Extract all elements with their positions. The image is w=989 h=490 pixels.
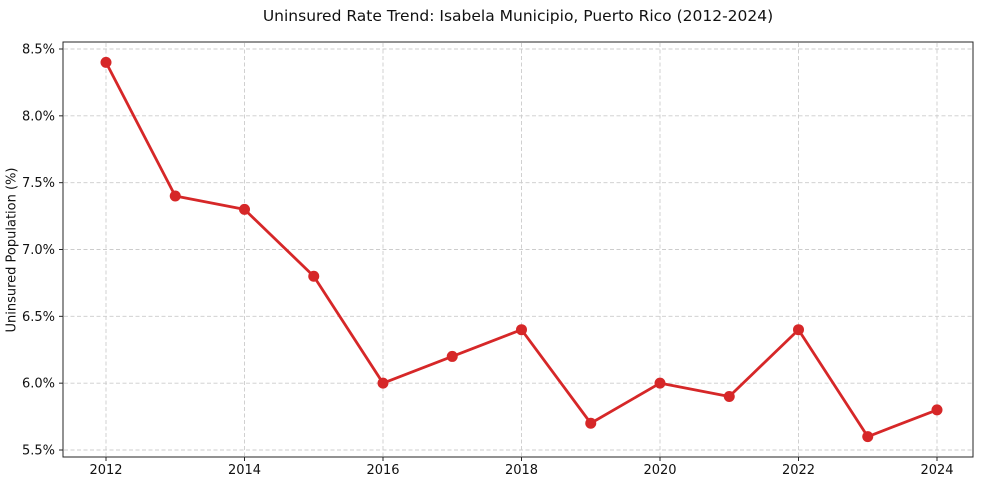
- x-tick-label: 2016: [366, 463, 399, 478]
- data-point-marker: [723, 391, 735, 403]
- data-point-marker: [446, 350, 458, 362]
- y-tick-label: 7.5%: [22, 176, 55, 191]
- x-tick-label: 2018: [505, 463, 538, 478]
- data-point-marker: [377, 377, 389, 389]
- data-point-marker: [239, 203, 250, 215]
- x-tick-label: 2024: [920, 463, 953, 478]
- y-tick-label: 8.5%: [22, 43, 55, 58]
- y-tick-label: 5.5%: [22, 444, 55, 459]
- data-point-marker: [931, 404, 943, 416]
- x-tick-label: 2020: [643, 463, 676, 478]
- data-point-marker: [308, 270, 320, 282]
- x-tick-label: 2012: [89, 463, 122, 478]
- y-tick-label: 6.0%: [22, 377, 55, 392]
- x-tick-label: 2022: [782, 463, 815, 478]
- data-point-marker: [654, 377, 666, 389]
- data-point-marker: [862, 431, 874, 443]
- data-point-marker: [585, 417, 597, 429]
- y-tick-label: 6.5%: [22, 310, 55, 325]
- plot-border: [62, 41, 974, 458]
- chart-title: Uninsured Rate Trend: Isabela Municipio,…: [262, 7, 774, 25]
- data-point-marker: [516, 324, 527, 336]
- data-point-marker: [100, 56, 112, 68]
- data-point-marker: [793, 324, 804, 336]
- y-tick-label: 7.0%: [22, 243, 55, 258]
- data-point-marker: [169, 190, 181, 202]
- y-tick-label: 8.0%: [22, 109, 55, 124]
- x-tick-label: 2014: [228, 463, 261, 478]
